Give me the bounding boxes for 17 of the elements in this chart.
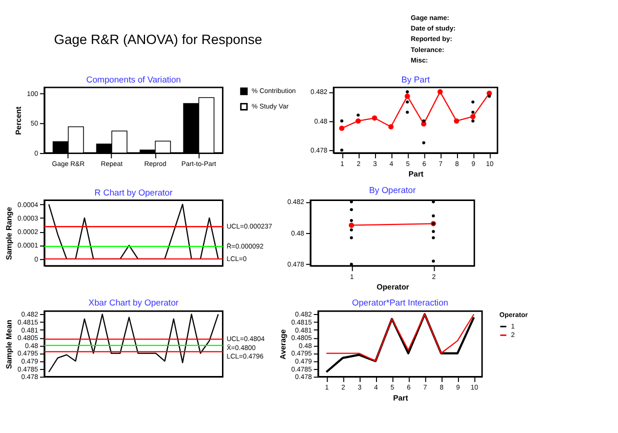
chart-title: Components of Variation xyxy=(86,74,182,85)
y-axis-title: Sample Mean xyxy=(4,319,14,370)
y-axis-title: Sample Range xyxy=(4,206,14,260)
x-axis-title: Operator xyxy=(376,282,410,292)
line-series xyxy=(48,314,219,373)
line-series xyxy=(326,314,474,362)
chart-title: R Chart by Operator xyxy=(94,187,173,198)
x-axis-title: Part xyxy=(408,170,424,179)
chart-title: By Part xyxy=(401,74,430,85)
text: Gage R&R (ANOVA) for Response xyxy=(54,32,262,48)
chart-title: Xbar Chart by Operator xyxy=(88,298,179,308)
y-axis-title: Average xyxy=(278,328,288,360)
chart-title: Operator*Part Interaction xyxy=(352,298,448,308)
chart-title: By Operator xyxy=(369,185,416,196)
y-axis-title: Percent xyxy=(14,106,24,135)
x-axis-title: Part xyxy=(393,393,409,402)
line-series xyxy=(325,313,475,374)
